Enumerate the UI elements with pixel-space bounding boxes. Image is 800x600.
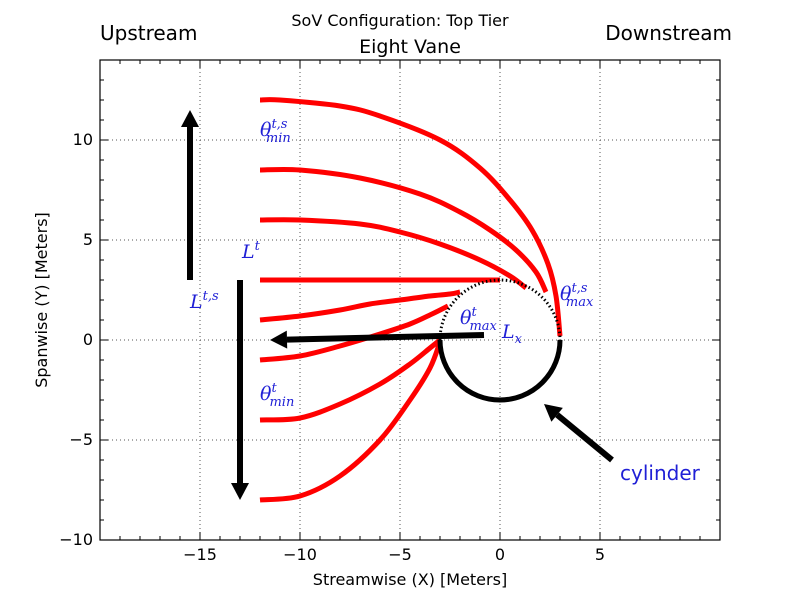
arrow-shaft (286, 332, 485, 343)
vane-line-5 (259, 289, 461, 323)
x-tick-label-0: −15 (183, 545, 217, 564)
y-tick-label-minus10: −10 (59, 530, 93, 549)
chart-suptitle: SoV Configuration: Top Tier (291, 11, 509, 30)
annotation-7: θt min (260, 381, 294, 410)
y-tick-label-0: −5 (69, 430, 93, 449)
arrow-3 (270, 330, 485, 349)
axes-frame (99, 59, 721, 541)
y-tick-label-2: 5 (83, 230, 93, 249)
arrow-head (270, 330, 288, 349)
chart-title: Eight Vane (359, 36, 461, 58)
annotation-4: θt max (460, 305, 498, 334)
upstream-label: Upstream (100, 21, 197, 45)
y-axis-label: Spanwise (Y) [Meters] (32, 212, 51, 388)
x-tick-label-1: −10 (283, 545, 317, 564)
vane-line-6 (259, 303, 450, 363)
vane-line-1 (259, 97, 563, 337)
vane-line-2 (259, 166, 549, 294)
arrow-4 (544, 404, 614, 463)
annotation-2: Lt (241, 239, 261, 263)
y-tick-label-1: 0 (83, 330, 93, 349)
vane-line-3 (259, 217, 528, 290)
vane-line-7 (259, 338, 442, 423)
x-tick-label-3: 0 (495, 545, 505, 564)
cylinder-upper-arc (438, 278, 562, 341)
arrow-2 (231, 280, 249, 500)
arrow-shaft (555, 412, 614, 463)
arrow-1 (181, 110, 199, 280)
x-axis-label: Streamwise (X) [Meters] (313, 570, 507, 589)
annotation-1: θt,s min (260, 117, 291, 146)
annotation-5: Lx (501, 321, 523, 347)
arrow-head (231, 483, 249, 500)
annotation-6: θt,s max (560, 281, 594, 310)
vane-line-8 (259, 341, 443, 503)
y-tick-label-3: 10 (73, 130, 93, 149)
annotation-3: Lt,s (189, 289, 219, 313)
cylinder-lower-arc (437, 339, 563, 403)
arrow-head (181, 110, 199, 127)
x-tick-label-2: −5 (388, 545, 412, 564)
cylinder-label: cylinder (620, 461, 701, 485)
x-tick-label-4: 5 (595, 545, 605, 564)
downstream-label: Downstream (605, 21, 732, 45)
arrow-head (544, 404, 563, 422)
